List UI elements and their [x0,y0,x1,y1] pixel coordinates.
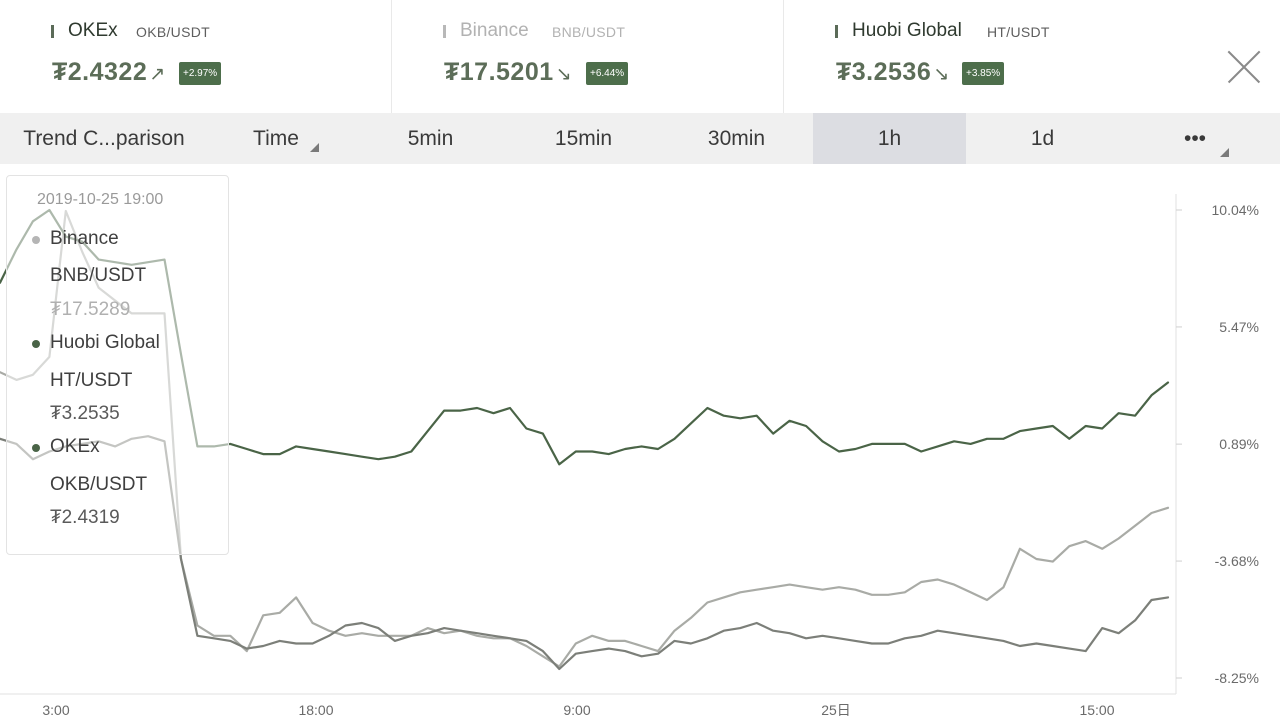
tooltip-pair: HT/USDT [50,370,133,391]
pair-label: HT/USDT [987,24,1050,40]
tooltip-time: 2019-10-25 19:00 [37,191,164,208]
exchange-name: OKEx [68,20,118,41]
x-tick-label: 25日 [821,702,851,718]
y-tick-label: 10.04% [1212,202,1259,218]
series-dot-icon [32,340,40,348]
more-icon: ••• [1183,127,1207,150]
y-tick-label: -3.68% [1215,553,1259,569]
interval-toolbar: Trend C...parison Time 5min 15min 30min … [0,113,1280,164]
x-tick-label: 3:00 [42,702,69,718]
series-line-binance [0,209,1170,668]
price-value: ₮17.5201 ↘ [444,58,573,86]
trend-arrow-icon: ↗ [149,64,166,85]
change-badge: +3.85% [962,62,1005,85]
pair-label: OKB/USDT [136,24,210,40]
series-marker [51,25,54,38]
tooltip-pair: BNB/USDT [50,265,147,286]
tooltip-exchange: Huobi Global [50,332,160,353]
trend-arrow-icon: ↘ [555,64,573,85]
exchange-card-binance[interactable]: Binance BNB/USDT ₮17.5201 ↘ +6.44% [392,0,784,113]
series-dot-icon [32,444,40,452]
y-tick-label: -8.25% [1215,670,1259,686]
tab-15min[interactable]: 15min [554,127,613,150]
series-dot-icon [32,236,40,244]
close-icon[interactable] [1227,50,1261,84]
series-line-okex [0,435,1170,671]
x-tick-label: 15:00 [1079,702,1114,718]
change-badge: +2.97% [179,62,222,85]
dropdown-corner-icon [310,143,319,152]
y-tick-label: 0.89% [1219,436,1259,452]
tooltip-price: ₮3.2535 [50,403,120,424]
tab-1d[interactable]: 1d [1030,127,1055,150]
pair-label: BNB/USDT [552,24,626,40]
tab-5min[interactable]: 5min [407,127,454,150]
chart-tooltip: 2019-10-25 19:00 Binance BNB/USDT ₮17.52… [6,175,229,555]
tooltip-price: ₮17.5289 [50,299,131,320]
price-value: ₮3.2536 ↘ [836,58,950,86]
x-tick-label: 9:00 [563,702,590,718]
chart-canvas[interactable]: 10.04% 5.47% 0.89% -3.68% -8.25% 3:00 18:00 9:0… [0,164,1280,720]
trend-arrow-icon: ↘ [933,64,950,85]
trend-comparison-label[interactable]: Trend C...parison [23,127,185,150]
exchange-card-okex[interactable]: OKEx OKB/USDT ₮2.4322 ↗ +2.97% [0,0,392,113]
exchange-cards: OKEx OKB/USDT ₮2.4322 ↗ +2.97% Binance BN… [0,0,1280,113]
change-badge: +6.44% [586,62,629,85]
price-value: ₮2.4322 ↗ [52,58,166,86]
y-tick-label: 5.47% [1219,319,1259,335]
tab-30min[interactable]: 30min [707,127,766,150]
dropdown-corner-icon [1220,148,1229,157]
tooltip-exchange: OKEx [50,436,100,457]
tooltip-exchange: Binance [50,228,119,249]
series-marker [835,25,838,38]
x-tick-label: 18:00 [298,702,333,718]
tooltip-pair: OKB/USDT [50,474,148,495]
trend-chart[interactable]: 10.04% 5.47% 0.89% -3.68% -8.25% 3:00 18:00 9:0… [0,164,1280,720]
exchange-card-huobi[interactable]: Huobi Global HT/USDT ₮3.2536 ↘ +3.85% [784,0,1184,113]
exchange-name: Binance [460,20,529,41]
tab-1h[interactable]: 1h [813,113,966,164]
time-dropdown[interactable]: Time [228,113,324,164]
more-options-button[interactable]: ••• [1150,113,1240,164]
tooltip-price: ₮2.4319 [50,507,120,528]
series-marker [443,25,446,38]
exchange-name: Huobi Global [852,20,962,41]
